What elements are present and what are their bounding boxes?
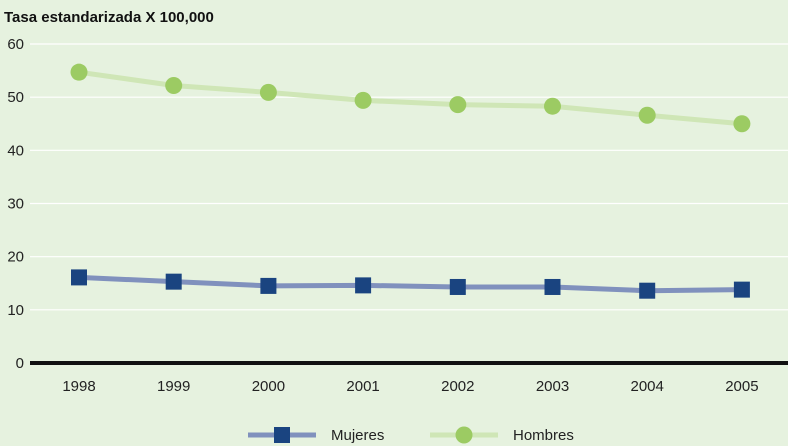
legend-item-mujeres: Mujeres	[248, 427, 384, 444]
x-tick-label: 2001	[346, 378, 379, 395]
gridlines	[30, 43, 788, 311]
legend-marker-square	[274, 427, 290, 443]
y-axis-ticks: 0 10 20 30 40 50 60	[7, 36, 24, 372]
data-point	[71, 269, 87, 286]
x-tick-label: 2000	[252, 378, 285, 395]
y-tick-label: 40	[7, 142, 24, 159]
data-point	[165, 273, 182, 290]
data-point	[355, 277, 372, 294]
y-tick-label: 10	[7, 302, 24, 319]
x-tick-label: 2004	[631, 378, 664, 395]
data-point	[449, 278, 466, 295]
data-point	[639, 282, 656, 299]
x-tick-label: 1999	[157, 378, 190, 395]
x-tick-label: 2002	[441, 378, 474, 395]
series-mujeres	[71, 269, 750, 299]
chart-title: Tasa estandarizada X 100,000	[4, 9, 214, 26]
data-point	[165, 76, 183, 94]
x-axis-ticks: 1998 1999 2000 2001 2002 2003 2004 2005	[62, 378, 758, 395]
legend-label: Mujeres	[331, 427, 384, 444]
y-tick-label: 50	[7, 89, 24, 106]
data-point	[733, 115, 751, 133]
series-hombres	[70, 63, 751, 133]
data-point	[733, 281, 750, 298]
legend-label: Hombres	[513, 427, 574, 444]
series-line	[78, 274, 742, 294]
x-tick-label: 1998	[62, 378, 95, 395]
data-point	[70, 63, 88, 81]
data-point	[260, 277, 277, 294]
y-tick-label: 30	[7, 196, 24, 213]
data-point	[449, 96, 467, 114]
legend-marker-circle	[455, 426, 473, 444]
data-point	[259, 83, 277, 101]
x-tick-label: 2003	[536, 378, 569, 395]
y-tick-label: 20	[7, 249, 24, 266]
data-point	[544, 278, 561, 295]
data-point	[638, 106, 656, 124]
data-point	[544, 97, 561, 115]
series-line	[78, 69, 743, 127]
y-tick-label: 0	[16, 355, 24, 372]
y-tick-label: 60	[7, 36, 24, 53]
legend: Mujeres Hombres	[248, 426, 574, 444]
x-tick-label: 2005	[725, 378, 758, 395]
legend-item-hombres: Hombres	[430, 426, 574, 444]
data-point	[354, 91, 372, 109]
series	[70, 63, 751, 299]
